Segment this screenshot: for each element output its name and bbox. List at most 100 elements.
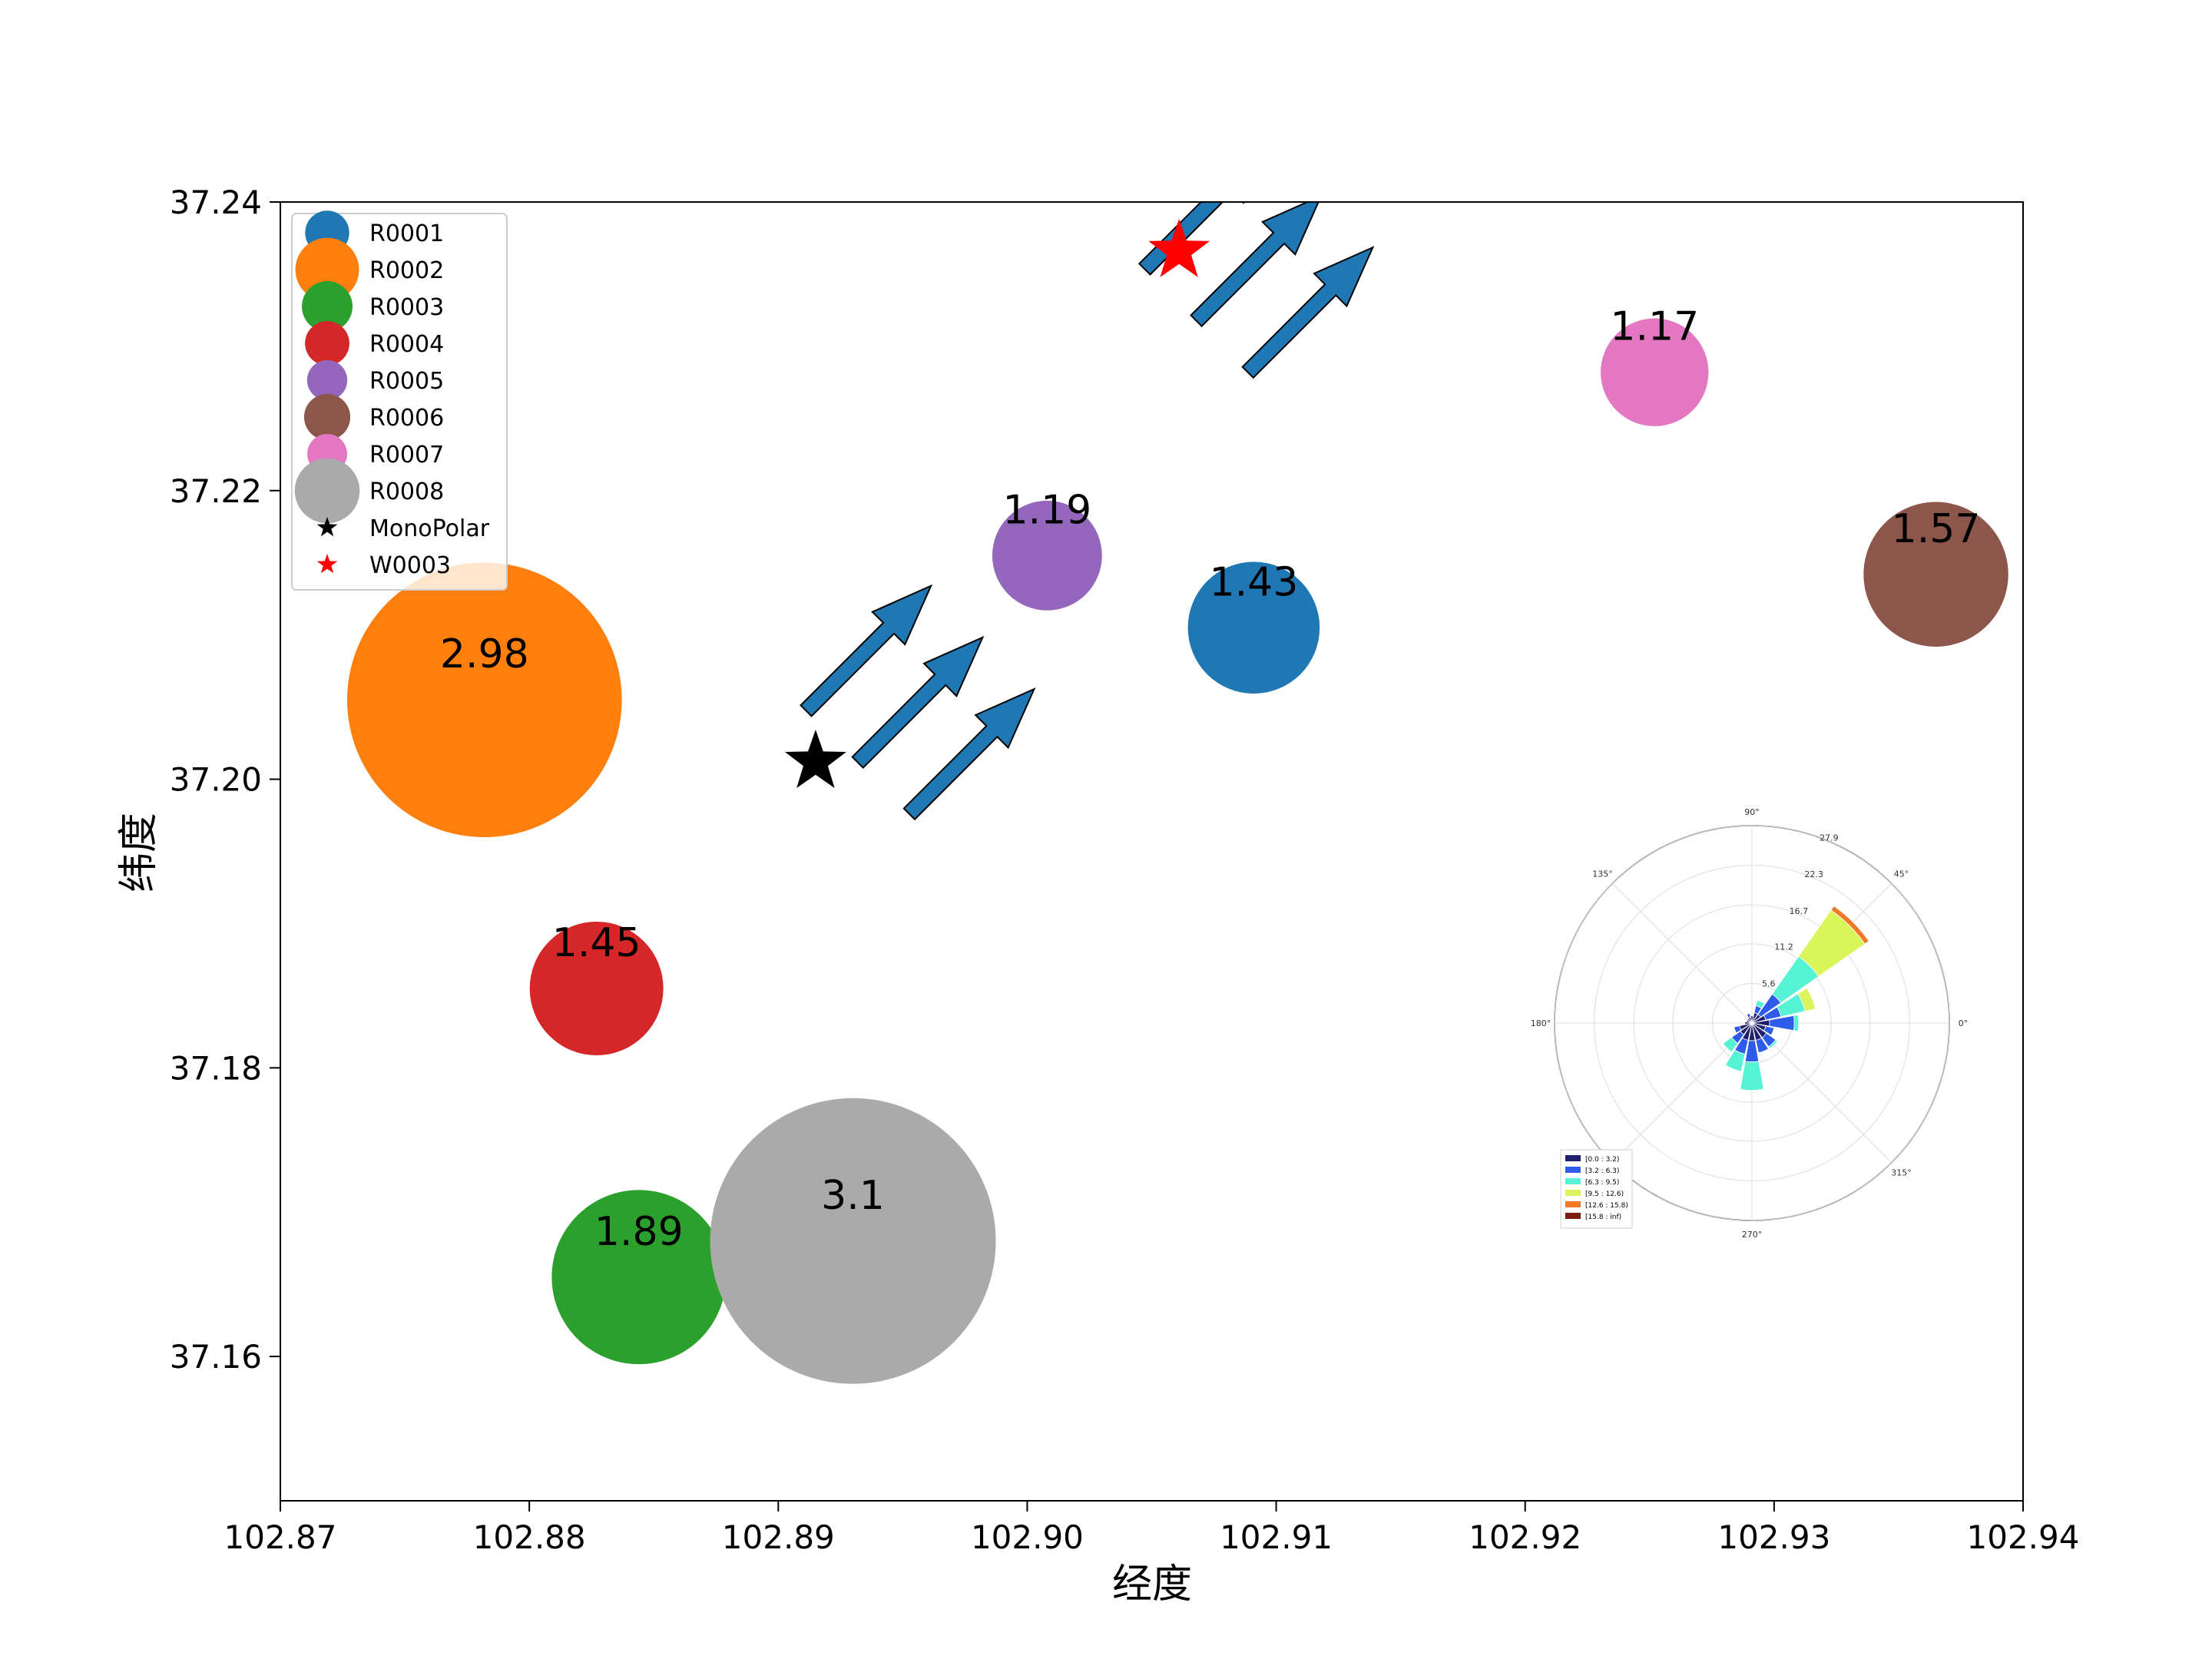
- windrose-petal-bin-0: [1744, 1021, 1753, 1025]
- windrose-legend-label: [3.2 : 6.3): [1585, 1167, 1619, 1175]
- bubble-r0004: [529, 921, 664, 1055]
- bubble-label-r0005: 1.19: [1002, 487, 1091, 533]
- legend-label-w0003: W0003: [369, 552, 451, 579]
- wind-arrow-1-2: [1241, 246, 1375, 379]
- windrose-legend-label: [15.8 : inf): [1585, 1214, 1621, 1221]
- x-tick-label: 102.89: [722, 1518, 835, 1556]
- windrose-legend-swatch: [1565, 1155, 1581, 1161]
- wind-arrow-0-2: [902, 687, 1036, 821]
- windrose-petal-bin-1: [1755, 1037, 1769, 1054]
- wind-arrow-0-0: [800, 584, 933, 717]
- windrose-petal-bin-3: [1797, 987, 1816, 1012]
- legend-label-r0003: R0003: [369, 294, 444, 321]
- x-axis-label: 经度: [1112, 1561, 1192, 1608]
- windrose-petal-bin-1: [1734, 1025, 1742, 1034]
- legend-marker-w0003: [316, 554, 338, 574]
- x-tick-label: 102.90: [971, 1518, 1084, 1556]
- windrose-radial-label: 22.3: [1804, 869, 1823, 879]
- windrose-direction-label: 270°: [1742, 1230, 1763, 1240]
- windrose-petal-bin-2: [1740, 1061, 1764, 1091]
- windrose-legend-swatch: [1565, 1167, 1581, 1173]
- wind-arrow-1-1: [1190, 202, 1320, 328]
- plot-frame: [280, 201, 2024, 1502]
- windrose-direction-label: 135°: [1592, 869, 1613, 879]
- star-marker-w0003: [1148, 218, 1210, 277]
- legend-marker-r0004: [305, 321, 349, 366]
- x-tick-label: 102.93: [1717, 1518, 1830, 1556]
- bubble-label-r0002: 2.98: [440, 631, 529, 677]
- axis-ticks: 102.87 102.88 102.89 102.90 102.91 102.92 102.…: [170, 184, 2080, 1556]
- windrose-legend-label: [9.5 : 12.6): [1585, 1190, 1624, 1198]
- x-tick-label: 102.92: [1469, 1518, 1581, 1556]
- y-tick-label: 37.20: [170, 761, 262, 799]
- windrose-legend-swatch: [1565, 1213, 1581, 1219]
- legend: R0001 R0002 R0003 R0004 R0005 R0006 R0007 R0008…: [291, 210, 508, 591]
- x-tick-label: 102.91: [1220, 1518, 1333, 1556]
- windrose-legend-swatch: [1565, 1201, 1581, 1207]
- windrose-legend-swatch: [1565, 1178, 1581, 1184]
- bubble-r0006: [1863, 502, 2008, 647]
- bubble-label-r0007: 1.17: [1610, 304, 1699, 350]
- windrose-radial-label: 27.9: [1820, 833, 1839, 843]
- bubble-label-r0004: 1.45: [552, 920, 641, 966]
- bubble-label-r0001: 1.43: [1210, 559, 1299, 605]
- windrose-petal-bin-1: [1763, 1025, 1775, 1036]
- bubbles-layer: 1.43 2.98 1.89 1.45 1.19 1.57 1.17 3.1: [346, 304, 2008, 1384]
- bubble-r0001: [1187, 561, 1320, 694]
- wind-arrow-0-1: [851, 635, 985, 770]
- legend-label-r0004: R0004: [369, 331, 444, 358]
- windrose-direction-label: 90°: [1744, 807, 1760, 817]
- y-tick-label: 37.16: [170, 1338, 262, 1376]
- y-tick-label: 37.22: [170, 472, 262, 510]
- bubble-label-r0008: 3.1: [821, 1173, 885, 1219]
- y-axis-label: 纬度: [116, 813, 162, 892]
- windrose-petal-bin-1: [1746, 1012, 1751, 1018]
- bubble-r0007: [1601, 318, 1709, 426]
- windrose-petal-bin-2: [1768, 1039, 1778, 1049]
- legend-label-monopolar: MonoPolar: [369, 515, 490, 542]
- windrose-legend-label: [6.3 : 9.5): [1585, 1179, 1619, 1187]
- stars-layer: [785, 218, 1210, 788]
- bubble-r0003: [551, 1190, 727, 1365]
- x-tick-label: 102.94: [1967, 1518, 2080, 1556]
- windrose-radial-label: 11.2: [1774, 942, 1793, 952]
- y-tick-label: 37.18: [170, 1049, 262, 1087]
- y-tick-label: 37.24: [170, 184, 262, 221]
- star-marker-monopolar: [785, 730, 846, 788]
- legend-marker-r0008: [294, 458, 360, 524]
- windrose-legend-label: [12.6 : 15.8): [1585, 1202, 1628, 1210]
- legend-label-r0001: R0001: [369, 220, 444, 247]
- legend-label-r0007: R0007: [369, 442, 444, 469]
- bubble-label-r0006: 1.57: [1892, 506, 1981, 552]
- legend-marker-r0003: [302, 281, 353, 332]
- windrose-direction-label: 45°: [1894, 869, 1909, 879]
- windrose-direction-label: 0°: [1959, 1018, 1969, 1028]
- windrose-inset: 5.6 11.2 16.7 22.3 27.9 0° 45° 90° 135° 180° 270° 3…: [1531, 807, 1969, 1240]
- windrose-radial-label: 5.6: [1762, 979, 1776, 988]
- bubble-label-r0003: 1.89: [594, 1209, 684, 1255]
- legend-label-r0006: R0006: [369, 405, 444, 432]
- windrose-legend-swatch: [1565, 1190, 1581, 1196]
- windrose-petal-bin-0: [1750, 1015, 1754, 1024]
- windrose-petal-bin-2: [1793, 1014, 1800, 1032]
- x-tick-label: 102.87: [224, 1518, 337, 1556]
- windrose-radial-label: 16.7: [1790, 906, 1809, 916]
- windrose-petal-bin-4: [1830, 906, 1869, 945]
- windrose-petal-bin-2: [1722, 1036, 1739, 1053]
- windrose-spoke: [1611, 882, 1753, 1024]
- wind-arrows-layer: [800, 202, 1375, 821]
- windrose-legend-label: [0.0 : 3.2): [1585, 1156, 1619, 1164]
- legend-label-r0008: R0008: [369, 478, 444, 505]
- legend-label-r0002: R0002: [369, 257, 444, 284]
- bubble-r0008: [710, 1098, 996, 1384]
- bubble-r0005: [992, 500, 1102, 611]
- windrose-petal-bin-2: [1755, 999, 1765, 1009]
- bubble-r0002: [346, 562, 622, 838]
- legend-label-r0005: R0005: [369, 368, 444, 395]
- windrose-direction-label: 315°: [1891, 1167, 1912, 1177]
- windrose-direction-label: 180°: [1531, 1018, 1551, 1028]
- windrose-spoke: [1751, 1022, 1892, 1164]
- wind-arrow-1-0: [1137, 202, 1245, 276]
- windrose-petal-bin-2: [1724, 1049, 1746, 1072]
